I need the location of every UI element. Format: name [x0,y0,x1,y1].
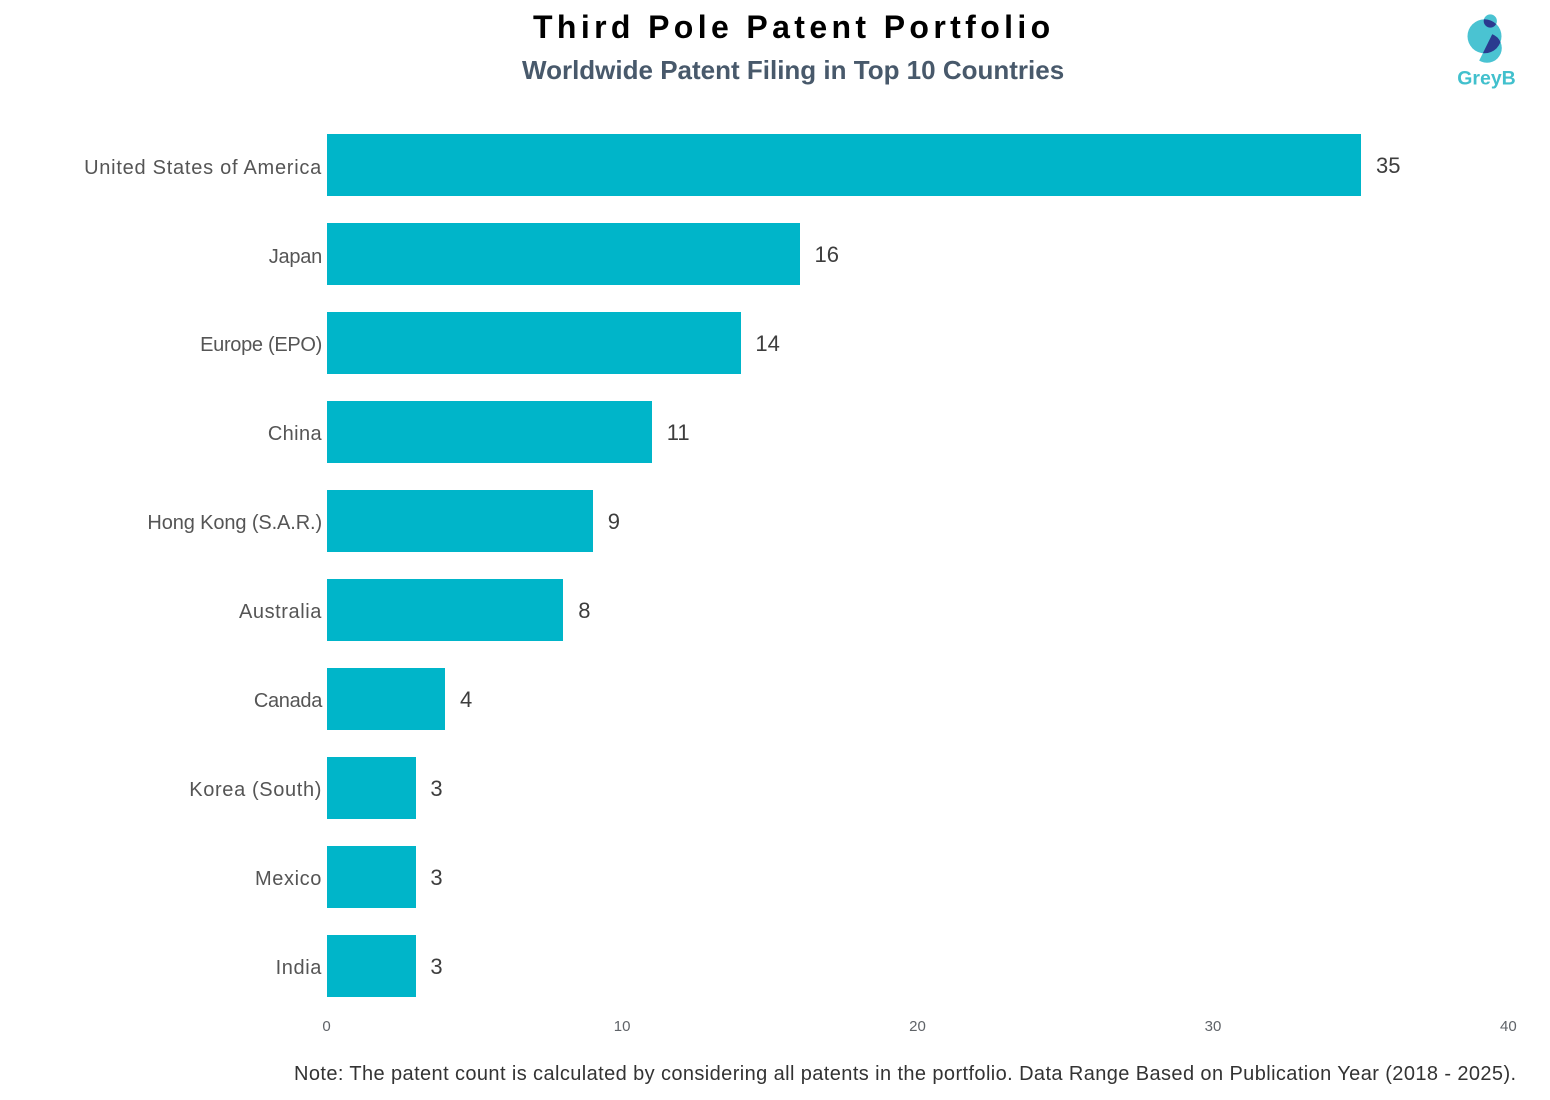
svg-text:GreyB: GreyB [1457,68,1516,90]
